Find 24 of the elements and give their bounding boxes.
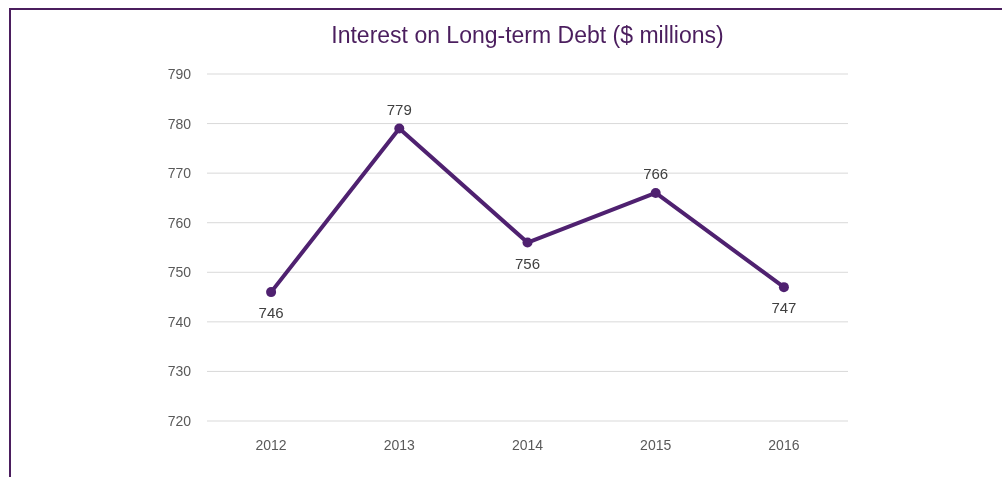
point (778, 282, 789, 293)
y-tick-label: 760 (167, 214, 192, 231)
data-label: 766 (643, 164, 669, 182)
y-tick-label: 730 (167, 363, 192, 380)
data-label: 779 (386, 100, 412, 118)
y-tick-label: 770 (167, 165, 192, 182)
point (266, 287, 277, 298)
y-tick-label: 790 (167, 66, 192, 82)
data-label: 747 (771, 299, 797, 317)
x-tick-label: 2016 (768, 437, 800, 453)
y-tick-label: 740 (167, 313, 192, 330)
y-tick-label: 750 (167, 264, 192, 281)
y-tick-label: 780 (167, 115, 192, 132)
point (394, 123, 405, 134)
point (522, 237, 533, 248)
x-tick-label: 2012 (255, 437, 287, 453)
chart-title: Interest on Long-term Debt ($ millions) (331, 22, 724, 48)
x-tick-label: 2014 (511, 437, 544, 453)
point (650, 187, 661, 198)
y-tick-label: 720 (167, 413, 192, 429)
x-tick-label: 2015 (640, 437, 672, 453)
x-tick-label: 2013 (383, 437, 416, 453)
data-label: 746 (258, 304, 284, 322)
data-label: 756 (514, 254, 541, 272)
